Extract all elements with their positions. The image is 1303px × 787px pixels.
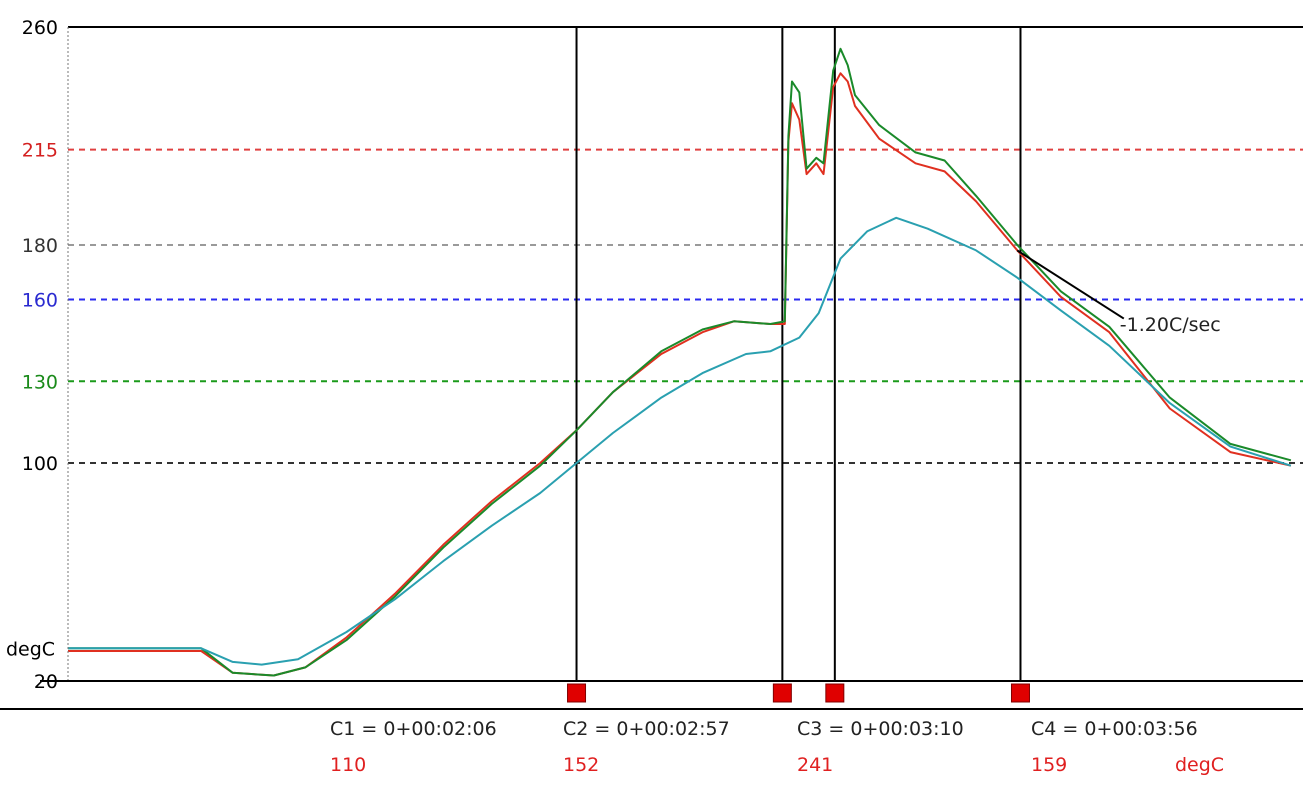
- cursor-marker-c2: [772, 683, 792, 703]
- cursor-label-c4: C4 = 0+00:03:56: [1031, 718, 1198, 740]
- cursor-marker-c1: [567, 683, 587, 703]
- y-tick-label-100: 100: [22, 453, 58, 475]
- cursor-value-c2: 152: [563, 754, 599, 776]
- cursor-layer: [567, 27, 1030, 703]
- cursor-label-c1: C1 = 0+00:02:06: [330, 718, 497, 740]
- series-line-1: [68, 72, 1292, 677]
- y-tick-label-215: 215: [22, 140, 58, 162]
- series-line-2: [68, 47, 1292, 677]
- y-tick-label-180: 180: [22, 235, 58, 257]
- y-tick-label-160: 160: [22, 290, 58, 312]
- cursor-value-c4: 159: [1031, 754, 1067, 776]
- cursor-marker-c4: [1010, 683, 1030, 703]
- slope-annotation: -1.20C/sec: [1120, 314, 1221, 336]
- cursor-label-c2: C2 = 0+00:02:57: [563, 718, 730, 740]
- y-tick-label-20: 20: [34, 671, 58, 693]
- cursor-value-c1: 110: [330, 754, 366, 776]
- y-tick-label-260: 260: [22, 17, 58, 39]
- cursor-label-c3: C3 = 0+00:03:10: [797, 718, 964, 740]
- slope-line: [1016, 249, 1125, 320]
- y-tick-label-130: 130: [22, 371, 58, 393]
- series-line-3: [68, 216, 1292, 666]
- cursor-value-unit: degC: [1175, 754, 1224, 776]
- cursor-marker-c3: [825, 683, 845, 703]
- label-layer: 260 215 180 160 130 100 20 degC C1 = 0+00:02:06 1…: [6, 17, 1224, 776]
- series-layer: [68, 47, 1292, 677]
- grid-layer: [68, 148, 1303, 464]
- cursor-value-c3: 241: [797, 754, 833, 776]
- y-axis-unit-label: degC: [6, 638, 55, 660]
- axis-layer: [0, 26, 1303, 710]
